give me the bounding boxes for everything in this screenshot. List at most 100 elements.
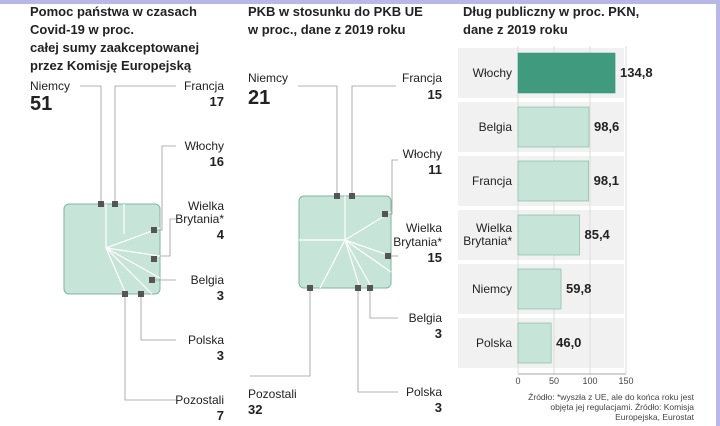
- anchor-dot: [151, 256, 157, 262]
- bar-category-label: Niemcy: [471, 281, 512, 296]
- anchor-dot: [355, 285, 361, 291]
- bar-category-label: Wielka: [475, 221, 512, 235]
- treemap-divider: [344, 239, 392, 273]
- bar-category-label: Polska: [475, 335, 512, 350]
- anchor-dots: [98, 201, 157, 297]
- label-pozostali: Pozostali: [248, 387, 297, 401]
- leader-line-wlochy: [154, 145, 176, 231]
- source-note-line: objęta jej regulacjami. Źródło: Komisja: [550, 402, 694, 412]
- source-note-line: Źródło: *wyszła z UE, ale do końca roku …: [528, 392, 694, 402]
- label-francja: Francja: [183, 79, 224, 93]
- leader-line-wb: [160, 218, 176, 257]
- value-niemcy: 21: [248, 87, 271, 109]
- chart-title-line: przez Komisję Europejską: [30, 58, 192, 73]
- treemap-divider: [105, 247, 161, 279]
- leader-line-pozostali: [250, 288, 311, 377]
- anchor-dot: [349, 193, 355, 199]
- chart-title-line: Covid-19 w proc.: [30, 22, 135, 37]
- bar-value-label: 59,8: [566, 281, 592, 296]
- value-francja: 15: [427, 87, 442, 102]
- label-wb-line2: Brytania*: [393, 235, 442, 249]
- bar-category-label: Brytania*: [463, 234, 512, 248]
- bar-category-label: Francja: [471, 173, 512, 188]
- bar: [517, 322, 552, 364]
- anchor-dot: [122, 291, 128, 297]
- anchor-dot: [151, 227, 157, 233]
- treemap-divider: [344, 239, 361, 289]
- bar-value-label: 46,0: [556, 335, 582, 350]
- x-tick-label: 150: [618, 376, 634, 386]
- anchor-dots: [307, 193, 391, 291]
- treemap-divider: [344, 239, 392, 257]
- source-note-line: Europejska, Eurostat: [615, 412, 694, 422]
- leader-line-francja: [351, 85, 396, 196]
- label-wb-line2: Brytania*: [175, 212, 224, 226]
- value-polska: 3: [434, 400, 442, 415]
- chart-title-line: PKB w stosunku do PKB UE: [248, 4, 423, 19]
- leader-line-francja: [114, 85, 176, 204]
- chart-title-line: całej sumy zaakceptowanej: [30, 40, 200, 55]
- chart-title-line: dane z 2019 roku: [463, 22, 568, 37]
- leader-line-polska: [357, 288, 398, 393]
- treemap-divider: [105, 247, 161, 257]
- value-wb: 4: [216, 227, 224, 242]
- anchor-dot: [149, 277, 155, 283]
- label-wb-line1: Wielka: [405, 221, 442, 235]
- bar: [517, 160, 589, 202]
- window-frame-right: [716, 0, 720, 426]
- chart-title-line: Pomoc państwa w czasach: [30, 4, 197, 19]
- anchor-dot: [138, 291, 144, 297]
- bar: [517, 214, 580, 256]
- label-belgia: Belgia: [190, 273, 224, 287]
- anchor-dot: [382, 211, 388, 217]
- label-niemcy: Niemcy: [30, 79, 71, 93]
- x-tick-label: 100: [582, 376, 598, 386]
- leader-line-pozostali: [124, 294, 176, 401]
- label-polska: Polska: [187, 333, 224, 347]
- chart-title-line: w proc., dane z 2019 roku: [248, 22, 406, 37]
- label-belgia: Belgia: [408, 311, 442, 325]
- bar: [517, 52, 616, 94]
- window-frame-top: [0, 0, 720, 4]
- leader-line-niemcy: [80, 85, 102, 204]
- treemap-divider: [105, 247, 153, 295]
- treemap-divider: [105, 247, 127, 295]
- treemap-dividers: [105, 204, 161, 295]
- chart-title-line: Dług publiczny w proc. PKN,: [463, 4, 640, 19]
- value-francja: 17: [209, 94, 224, 109]
- value-niemcy: 51: [30, 93, 53, 115]
- leader-line-niemcy: [298, 85, 338, 196]
- bar-value-label: 98,6: [593, 119, 620, 134]
- label-pozostali: Pozostali: [175, 393, 224, 407]
- leader-lines: [250, 85, 398, 393]
- x-tick-label: 50: [548, 376, 559, 386]
- x-tick-label: 0: [515, 376, 521, 386]
- label-polska: Polska: [405, 385, 442, 399]
- label-wlochy: Włochy: [402, 147, 442, 161]
- bar: [517, 268, 562, 310]
- anchor-dot: [98, 201, 104, 207]
- value-wlochy: 16: [209, 154, 224, 169]
- leader-lines: [80, 85, 176, 401]
- bar-category-label: Włochy: [472, 65, 512, 80]
- label-francja: Francja: [401, 71, 442, 85]
- anchor-dot: [334, 193, 340, 199]
- leader-line-polska: [140, 294, 176, 341]
- bar-value-label: 85,4: [584, 227, 610, 242]
- value-wb: 15: [427, 250, 442, 265]
- leader-line-wlochy: [385, 159, 398, 215]
- bar-value-label: 134,8: [620, 65, 653, 80]
- label-wlochy: Włochy: [184, 139, 224, 153]
- anchor-dot: [307, 285, 313, 291]
- label-wb-line1: Wielka: [187, 199, 224, 213]
- anchor-dot: [112, 201, 118, 207]
- label-niemcy: Niemcy: [248, 71, 289, 85]
- bar-value-label: 98,1: [593, 173, 619, 188]
- bar-category-label: Belgia: [478, 119, 512, 134]
- value-pozostali: 7: [216, 408, 224, 423]
- leader-line-belgia: [369, 288, 398, 319]
- value-belgia: 3: [216, 288, 224, 303]
